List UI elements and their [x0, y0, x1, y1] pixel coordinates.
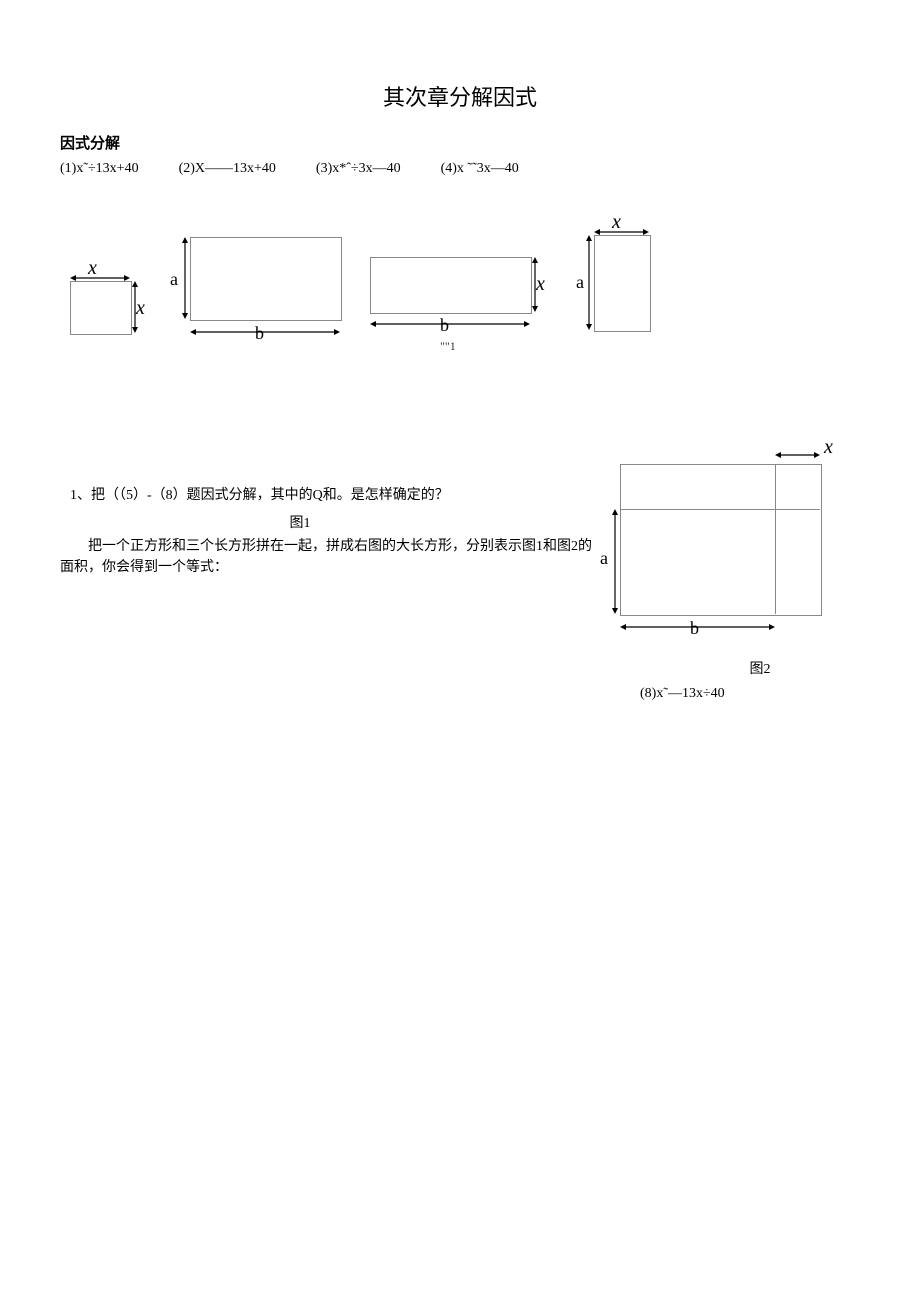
arrow-vertical-icon — [132, 281, 138, 333]
figure-2-composite: x a b — [600, 464, 860, 678]
figure-2-caption: 图2 — [660, 658, 860, 678]
figures-row-1: x x a b — [60, 217, 860, 337]
label-a: a — [170, 269, 178, 290]
document-page: 其次章分解因式 因式分解 (1)x˜÷13x+40 (2)X——13x+40 (… — [0, 0, 920, 618]
label-a: a — [600, 548, 608, 569]
body-paragraph: 把一个正方形和三个长方形拼在一起，拼成右图的大长方形，分别表示图1和图2的面积，… — [60, 536, 600, 578]
mid-text-1: ""1 — [440, 339, 860, 354]
arrow-vertical-icon — [612, 509, 618, 614]
arrow-horizontal-icon — [620, 624, 775, 630]
figure-rect-ax: x a — [580, 217, 660, 337]
problem-4: (4)x ˜˜3x—40 — [441, 161, 519, 177]
figure-1-caption: 图1 — [60, 512, 540, 532]
rect-ax-box — [594, 235, 651, 332]
arrow-horizontal-icon — [594, 229, 649, 235]
chapter-title: 其次章分解因式 — [60, 80, 860, 112]
lower-area: x a b — [60, 484, 860, 578]
arrow-vertical-icon — [586, 235, 592, 330]
arrow-vertical-icon — [532, 257, 538, 312]
figure-rect-bx: x b — [370, 257, 550, 337]
divider-horizontal — [620, 509, 820, 510]
figure-rect-ab: a b — [170, 237, 340, 337]
divider-vertical — [775, 464, 776, 614]
figure-square-x: x x — [60, 267, 140, 337]
rect-bx-box — [370, 257, 532, 314]
problem-1: (1)x˜÷13x+40 — [60, 161, 139, 177]
problem-2: (2)X——13x+40 — [179, 161, 276, 177]
arrow-horizontal-icon — [190, 329, 340, 335]
problem-list: (1)x˜÷13x+40 (2)X——13x+40 (3)x*ˆ÷3x—40 (… — [60, 161, 860, 177]
arrow-horizontal-icon — [370, 321, 530, 327]
section-heading: 因式分解 — [60, 132, 860, 153]
problem-3: (3)x*ˆ÷3x—40 — [316, 161, 401, 177]
square-box — [70, 281, 132, 335]
rect-ab-box — [190, 237, 342, 321]
big-rect-box — [620, 464, 822, 616]
arrow-vertical-icon — [182, 237, 188, 319]
label-a: a — [576, 272, 584, 293]
label-x-top: x — [824, 436, 833, 459]
arrow-horizontal-icon — [70, 275, 130, 281]
arrow-horizontal-icon — [775, 452, 820, 458]
problem-8: (8)x˜—13x÷40 — [640, 686, 725, 702]
